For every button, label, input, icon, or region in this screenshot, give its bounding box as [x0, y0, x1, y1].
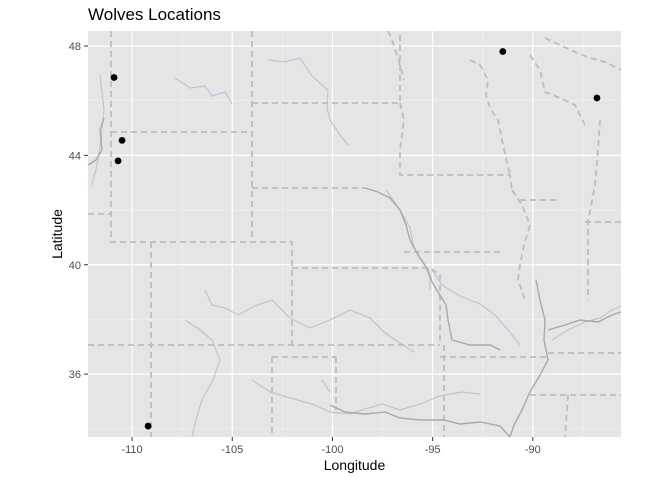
state-border: [387, 30, 405, 81]
data-points: [110, 48, 601, 430]
border-river: [451, 339, 501, 351]
data-point: [499, 48, 507, 55]
state-border: [564, 394, 569, 438]
state-border: [292, 267, 441, 345]
border-river: [509, 279, 549, 438]
river-line: [204, 289, 415, 353]
x-tick-label: -100: [321, 444, 343, 456]
state-borders: [88, 30, 622, 438]
data-point: [114, 157, 122, 165]
state-border: [110, 31, 293, 345]
data-point: [110, 74, 118, 81]
state-border: [252, 31, 401, 104]
x-tick-label: -90: [525, 444, 541, 456]
y-tick-label: 36: [69, 369, 81, 381]
border-river: [364, 187, 453, 341]
minor-gridlines: [88, 31, 621, 437]
data-point: [593, 94, 601, 102]
river-borders: [87, 117, 622, 438]
chart-title: Wolves Locations: [88, 5, 221, 24]
basemap: [87, 30, 622, 438]
panel-background: [88, 31, 621, 437]
y-tick-label: 40: [69, 260, 81, 272]
x-axis-title: Longitude: [324, 457, 386, 473]
x-tick-label: -95: [425, 444, 441, 456]
plot-panel: [87, 30, 622, 438]
state-border: [511, 189, 531, 301]
x-tick-label: -110: [121, 444, 142, 456]
river-line: [251, 379, 481, 415]
data-point: [144, 422, 152, 430]
y-axis-title: Latitude: [49, 209, 65, 259]
state-border: [399, 102, 513, 191]
state-border: [544, 37, 622, 71]
border-river: [87, 117, 105, 166]
x-tick-label: -105: [221, 444, 243, 456]
river-line: [431, 269, 521, 346]
data-point: [118, 136, 126, 144]
state-border: [529, 54, 586, 126]
border-river: [329, 404, 511, 438]
river-line: [174, 77, 233, 105]
river-line: [267, 57, 349, 146]
state-border: [469, 59, 511, 176]
state-border: [587, 119, 601, 300]
x-axis: -110 -105 -100 -95 -90: [121, 437, 541, 456]
river-line: [551, 305, 622, 341]
y-tick-label: 48: [69, 41, 81, 53]
major-gridlines: [88, 31, 621, 437]
y-tick-label: 44: [69, 150, 81, 162]
river-line: [321, 379, 331, 393]
river-line: [184, 319, 221, 438]
border-river: [547, 311, 622, 331]
y-axis: 36 40 44 48: [69, 41, 88, 381]
